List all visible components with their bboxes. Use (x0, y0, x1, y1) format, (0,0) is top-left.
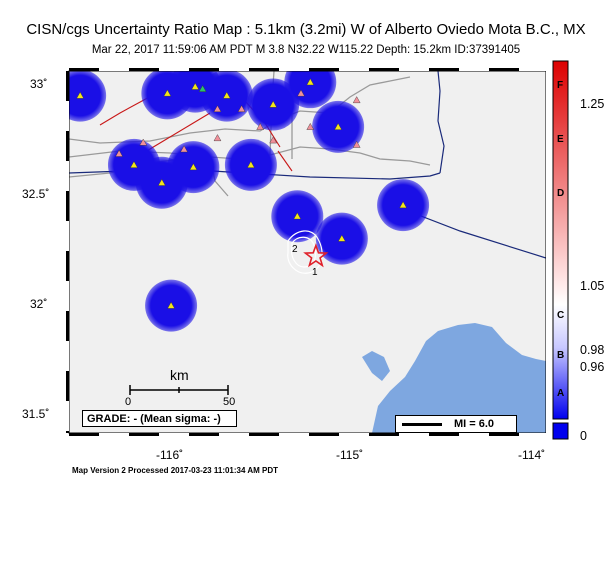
station-triangle-icon[interactable] (130, 160, 138, 168)
station-triangle-icon[interactable] (334, 122, 342, 130)
station-triangle-icon[interactable] (399, 201, 407, 209)
colorbar-tick-1-05: 1.05 (580, 279, 605, 293)
station-triangle-icon[interactable] (352, 96, 361, 104)
station-triangle-icon[interactable] (139, 138, 148, 146)
colorbar (552, 60, 569, 440)
colorbar-letter-f: F (557, 80, 564, 91)
colorbar-letter-d: D (557, 188, 565, 199)
station-triangle-icon[interactable] (222, 91, 231, 99)
map-footer: Map Version 2 Processed 2017-03-23 11:01… (72, 466, 279, 475)
map-title: CISN/cgs Uncertainty Ratio Map : 5.1km (… (26, 21, 586, 38)
colorbar-tick-0-98: 0.98 (580, 343, 605, 357)
colorbar-letter-c: C (557, 310, 565, 321)
colorbar-letter-e: E (557, 134, 564, 145)
y-tick-32: 32˚ (30, 297, 48, 311)
map-subtitle: Mar 22, 2017 11:59:06 AM PDT M 3.8 N32.2… (91, 44, 521, 56)
water-inlet (362, 351, 390, 381)
mi-legend-text: MI = 6.0 (454, 418, 495, 430)
station-triangle-icon[interactable] (306, 78, 315, 86)
station-halo (284, 71, 337, 109)
station-triangle-icon[interactable] (163, 89, 172, 97)
station-triangle-icon[interactable] (115, 149, 123, 157)
station-halos (69, 71, 430, 332)
map-border-ticks (66, 68, 546, 436)
station-triangle-icon[interactable] (247, 160, 255, 168)
gulf-of-california (372, 323, 546, 433)
station-triangle-icon[interactable] (213, 134, 222, 142)
station-triangle-icon[interactable] (167, 301, 175, 309)
mi-legend: MI = 6.0 (395, 415, 517, 433)
station-halo (69, 71, 107, 122)
y-tick-33: 33˚ (30, 77, 48, 91)
station-triangle-icon[interactable] (306, 122, 315, 130)
map-canvas[interactable]: 2 1 (60, 61, 546, 443)
grade-box: GRADE: - (Mean sigma: -) (82, 410, 237, 427)
station-triangle-icon[interactable] (297, 89, 305, 97)
y-tick-31-5: 31.5˚ (22, 407, 50, 421)
x-tick-116: -116˚ (156, 448, 184, 462)
contour-label-1: 1 (312, 267, 318, 278)
x-tick-115: -115˚ (336, 448, 364, 462)
station-triangle-icon[interactable] (198, 84, 207, 92)
station-markers (76, 78, 407, 309)
contour-label-2: 2 (292, 244, 298, 255)
station-triangle-icon[interactable] (269, 136, 278, 144)
scale-bar-end: 50 (223, 396, 236, 408)
y-tick-32-5: 32.5˚ (22, 187, 50, 201)
scale-bar-unit: km (170, 367, 189, 383)
colorbar-letter-b: B (557, 350, 565, 361)
map-frame[interactable]: 2 1 (60, 61, 546, 443)
station-triangle-icon[interactable] (180, 145, 188, 153)
contour-2 (287, 230, 323, 274)
station-triangle-icon[interactable] (293, 212, 302, 220)
station-triangle-icon[interactable] (191, 82, 200, 90)
colorbar-letter-a: A (557, 388, 565, 399)
scale-bar-start: 0 (125, 396, 132, 408)
station-triangle-icon[interactable] (337, 234, 346, 242)
grade-text: GRADE: - (Mean sigma: -) (87, 413, 221, 425)
mi-legend-bar (402, 423, 442, 426)
station-triangle-icon[interactable] (157, 178, 166, 186)
station-triangle-icon[interactable] (76, 91, 84, 99)
station-triangle-icon[interactable] (213, 105, 222, 112)
station-triangle-icon[interactable] (237, 105, 246, 112)
station-triangle-icon[interactable] (269, 100, 278, 108)
colorbar-tick-0: 0 (580, 429, 587, 443)
station-triangle-icon[interactable] (352, 140, 361, 148)
x-tick-114: -114˚ (518, 448, 546, 462)
epicenter-star-icon[interactable] (303, 243, 329, 268)
station-triangle-icon[interactable] (189, 163, 198, 171)
station-triangle-icon[interactable] (256, 122, 265, 130)
california-arizona-border (437, 71, 445, 174)
colorbar-tick-0-96: 0.96 (580, 360, 605, 374)
colorbar-tick-1-25: 1.25 (580, 97, 605, 111)
scale-bar (129, 385, 229, 395)
